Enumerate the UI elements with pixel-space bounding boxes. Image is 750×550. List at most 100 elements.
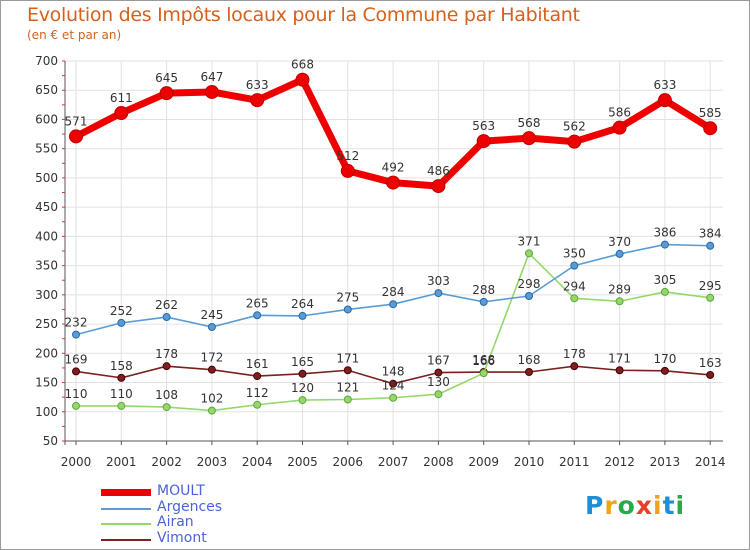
data-point-argences: [343, 305, 352, 314]
data-label-airan: 110: [65, 387, 88, 401]
data-label-argences: 262: [155, 298, 178, 312]
data-label-airan: 112: [246, 386, 269, 400]
data-point-vimont: [660, 366, 669, 375]
y-tick-label: 350: [35, 259, 58, 273]
data-label-vimont: 170: [653, 352, 676, 366]
data-label-airan: 102: [200, 392, 223, 406]
data-label-airan: 289: [608, 282, 631, 296]
x-tick-label: 2013: [650, 455, 681, 469]
data-label-argences: 232: [65, 316, 88, 330]
data-label-airan: 124: [382, 379, 405, 393]
data-point-moult: [567, 134, 582, 149]
data-point-airan: [525, 249, 533, 258]
data-point-moult: [476, 134, 491, 149]
data-point-moult: [386, 175, 401, 190]
data-label-vimont: 161: [246, 357, 269, 371]
chart-subtitle: (en € et par an): [27, 28, 122, 42]
data-point-airan: [207, 406, 216, 415]
logo-letter: i: [675, 491, 686, 520]
data-point-argences: [389, 300, 398, 309]
data-point-argences: [615, 249, 624, 258]
data-point-airan: [706, 293, 715, 302]
data-label-airan: 130: [427, 375, 450, 389]
data-point-argences: [434, 289, 443, 298]
data-point-airan: [389, 393, 398, 402]
data-point-argences: [525, 292, 533, 301]
data-label-moult: 611: [110, 91, 133, 105]
data-label-vimont: 158: [110, 359, 133, 373]
data-point-moult: [295, 72, 310, 87]
x-tick-label: 2004: [242, 455, 273, 469]
data-point-vimont: [117, 373, 126, 382]
data-point-moult: [114, 106, 129, 121]
data-point-airan: [298, 396, 307, 405]
data-label-argences: 264: [291, 297, 314, 311]
data-label-argences: 384: [699, 227, 722, 241]
data-label-argences: 303: [427, 274, 450, 288]
data-label-moult: 512: [336, 149, 359, 163]
data-point-moult: [250, 93, 265, 108]
x-tick-label: 2009: [468, 455, 499, 469]
data-label-moult: 633: [246, 78, 269, 92]
data-point-moult: [522, 131, 536, 146]
data-label-moult: 571: [65, 114, 88, 128]
data-point-moult: [612, 120, 627, 135]
data-label-argences: 370: [608, 235, 631, 249]
data-label-vimont: 168: [472, 353, 495, 367]
data-point-vimont: [298, 369, 307, 378]
data-label-vimont: 163: [699, 356, 722, 370]
data-label-moult: 633: [653, 78, 676, 92]
data-label-argences: 252: [110, 304, 133, 318]
data-label-moult: 568: [518, 116, 541, 130]
data-point-vimont: [706, 370, 715, 379]
data-point-moult: [69, 129, 83, 144]
data-label-argences: 265: [246, 296, 269, 310]
data-point-argences: [706, 241, 715, 250]
data-label-vimont: 171: [336, 351, 359, 365]
data-point-airan: [72, 401, 80, 410]
data-label-airan: 108: [155, 388, 178, 402]
data-point-moult: [431, 179, 446, 194]
data-label-airan: 110: [110, 387, 133, 401]
data-point-airan: [117, 401, 126, 410]
data-label-vimont: 171: [608, 351, 631, 365]
data-label-moult: 645: [155, 71, 178, 85]
y-tick-label: 450: [35, 200, 58, 214]
data-label-moult: 562: [563, 120, 586, 134]
logo-letter: i: [653, 491, 663, 520]
y-tick-label: 550: [35, 142, 58, 156]
data-point-airan: [434, 390, 443, 399]
axes: 50 100 150 200 250 300 350 400 450 500 550 600 650 70…: [35, 54, 725, 469]
data-point-vimont: [253, 372, 262, 381]
data-point-moult: [703, 121, 718, 136]
data-label-vimont: 148: [382, 365, 405, 379]
data-labels: 169 158 178 172 161 165 171 148 167 168 168 178 171 1…: [65, 58, 722, 406]
x-tick-label: 2005: [287, 455, 318, 469]
data-label-airan: 120: [291, 381, 314, 395]
data-label-vimont: 165: [291, 355, 314, 369]
data-label-argences: 298: [518, 277, 541, 291]
y-tick-label: 500: [35, 171, 58, 185]
data-label-moult: 486: [427, 164, 450, 178]
data-label-moult: 586: [608, 106, 631, 120]
legend-swatch: [101, 489, 151, 496]
data-point-airan: [570, 294, 579, 303]
data-label-airan: 121: [336, 380, 359, 394]
data-point-vimont: [615, 366, 624, 375]
data-label-vimont: 178: [155, 347, 178, 361]
data-point-airan: [615, 297, 624, 306]
data-point-airan: [162, 403, 171, 412]
data-label-argences: 284: [382, 285, 405, 299]
data-point-moult: [159, 86, 174, 101]
logo-letter: t: [662, 491, 676, 520]
data-label-moult: 668: [291, 58, 314, 72]
y-tick-label: 100: [35, 405, 58, 419]
data-label-argences: 275: [336, 290, 359, 304]
data-label-vimont: 167: [427, 354, 450, 368]
data-point-airan: [253, 400, 262, 409]
logo-letter: x: [635, 491, 653, 520]
data-point-moult: [340, 163, 355, 178]
legend-label: MOULT: [157, 483, 205, 499]
